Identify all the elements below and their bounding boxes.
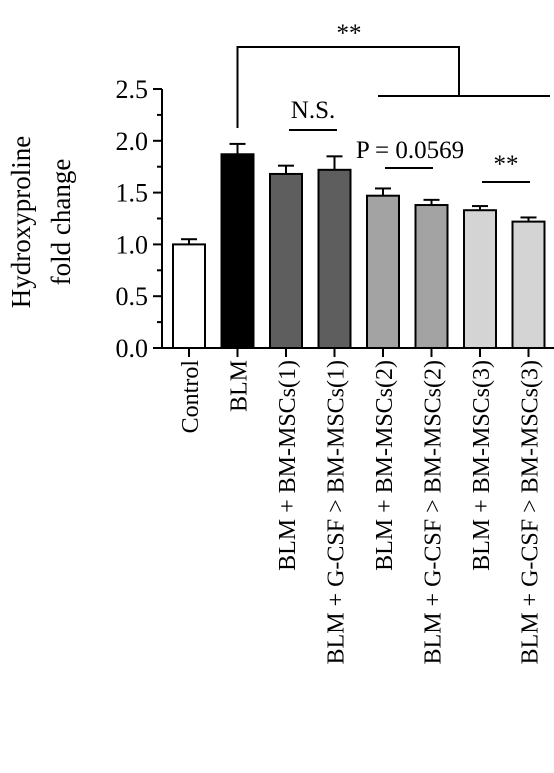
axes: 0.0 0.5 1.0 1.5 2.0 2.5 [116,75,554,363]
bar [317,168,352,349]
y-tick-label: 0.5 [116,282,149,311]
error-bars [181,142,537,245]
significance-label: N.S. [291,97,335,124]
category-label: BLM + G-CSF > BM-MSCs(1) [324,360,350,664]
bar [220,153,255,349]
bars [172,153,546,349]
category-label: BLM + BM-MSCs(1) [275,360,301,571]
bar [414,204,449,349]
y-tick-label: 0.0 [116,334,149,363]
significance-label: ** [494,151,519,178]
bar [511,220,546,349]
y-axis-title: Hydroxyproline fold change [6,136,76,308]
y-tick-label: 2.5 [116,75,149,104]
bracket-blm-vs-groups [236,46,460,128]
category-label: BLM [227,360,253,412]
y-axis-title-line-2: fold change [46,159,76,286]
category-label: BLM + G-CSF > BM-MSCs(3) [518,360,544,664]
bar [172,243,206,349]
category-label: Control [178,360,204,434]
significance-label: ** [337,20,362,47]
category-label: BLM + BM-MSCs(2) [372,360,398,571]
p-value-label: P = 0.0569 [356,137,464,164]
category-labels: Control BLM BLM + BM-MSCs(1) BLM + G-CSF > … [178,360,544,665]
bar [269,172,303,349]
bar [463,209,497,349]
significance-annotations: ** N.S. P = 0.0569 ** [236,20,550,183]
y-axis-title-line-1: Hydroxyproline [6,136,36,308]
category-label: BLM + BM-MSCs(3) [469,360,495,571]
y-tick-label: 2.0 [116,127,149,156]
y-tick-label: 1.5 [116,179,149,208]
category-label: BLM + G-CSF > BM-MSCs(2) [421,360,447,664]
bar [366,194,400,349]
y-tick-label: 1.0 [116,230,149,259]
